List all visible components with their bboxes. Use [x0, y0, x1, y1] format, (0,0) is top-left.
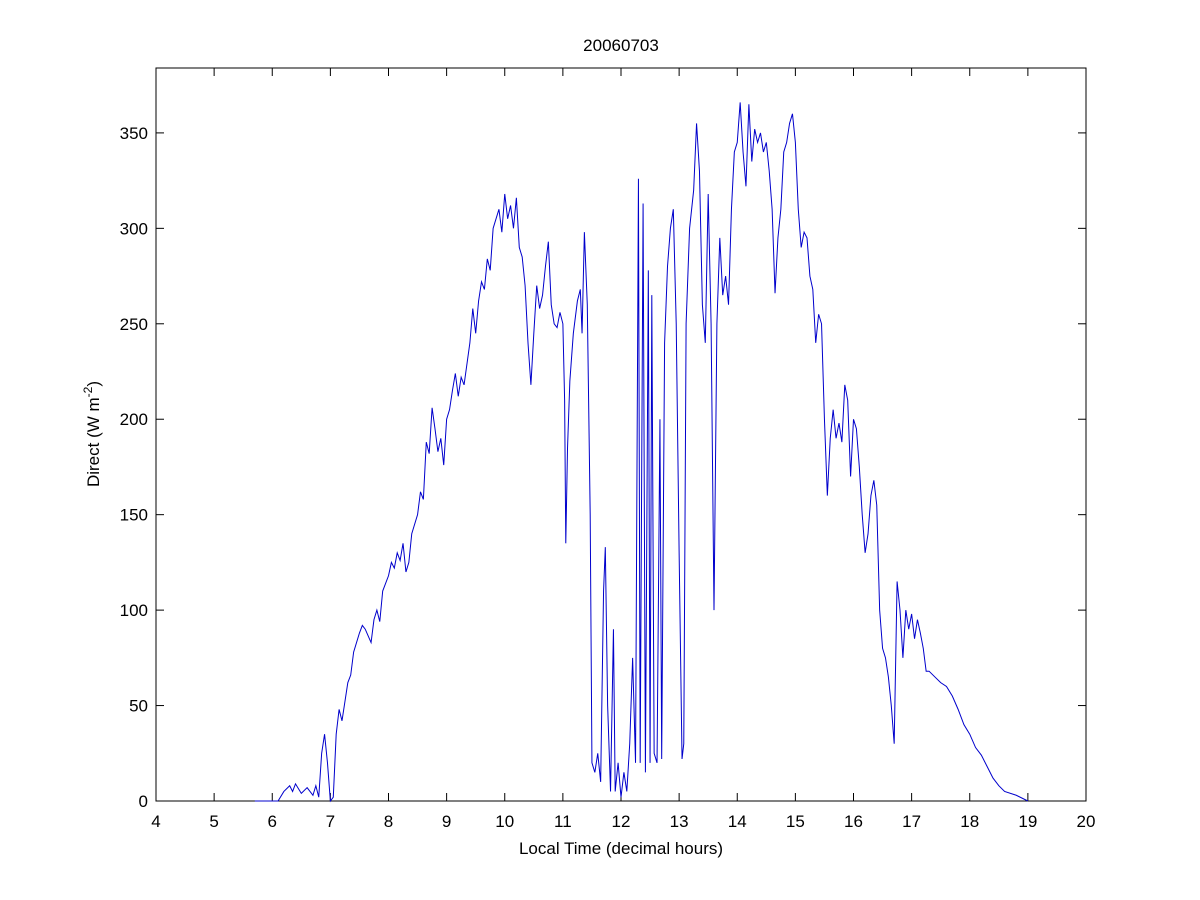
x-tick-label: 10 [495, 812, 514, 831]
chart-title: 20060703 [583, 36, 659, 55]
y-tick-label: 300 [120, 219, 148, 238]
y-tick-label: 350 [120, 124, 148, 143]
x-tick-label: 18 [960, 812, 979, 831]
x-tick-label: 19 [1018, 812, 1037, 831]
y-tick-label: 150 [120, 506, 148, 525]
y-tick-label: 200 [120, 410, 148, 429]
x-tick-label: 17 [902, 812, 921, 831]
data-line [254, 102, 1029, 803]
y-tick-label: 100 [120, 601, 148, 620]
y-tick-label: 50 [129, 697, 148, 716]
y-tick-label: 0 [139, 792, 148, 811]
x-tick-label: 4 [151, 812, 160, 831]
x-tick-label: 6 [268, 812, 277, 831]
x-axis-label: Local Time (decimal hours) [519, 839, 723, 858]
x-tick-label: 16 [844, 812, 863, 831]
y-axis-label-text: Direct (W m [84, 397, 103, 487]
y-axis-label-superscript: -2 [81, 386, 95, 397]
x-tick-label: 14 [728, 812, 747, 831]
x-tick-label: 13 [670, 812, 689, 831]
y-axis-label-text: ) [84, 381, 103, 387]
x-tick-label: 12 [612, 812, 631, 831]
y-axis-label: Direct (W m-2) [81, 381, 103, 487]
x-tick-label: 15 [786, 812, 805, 831]
x-tick-label: 11 [554, 812, 572, 831]
x-tick-label: 7 [326, 812, 335, 831]
x-tick-label: 20 [1077, 812, 1096, 831]
y-tick-label: 250 [120, 315, 148, 334]
x-tick-label: 8 [384, 812, 393, 831]
x-tick-label: 5 [209, 812, 218, 831]
x-tick-label: 9 [442, 812, 451, 831]
